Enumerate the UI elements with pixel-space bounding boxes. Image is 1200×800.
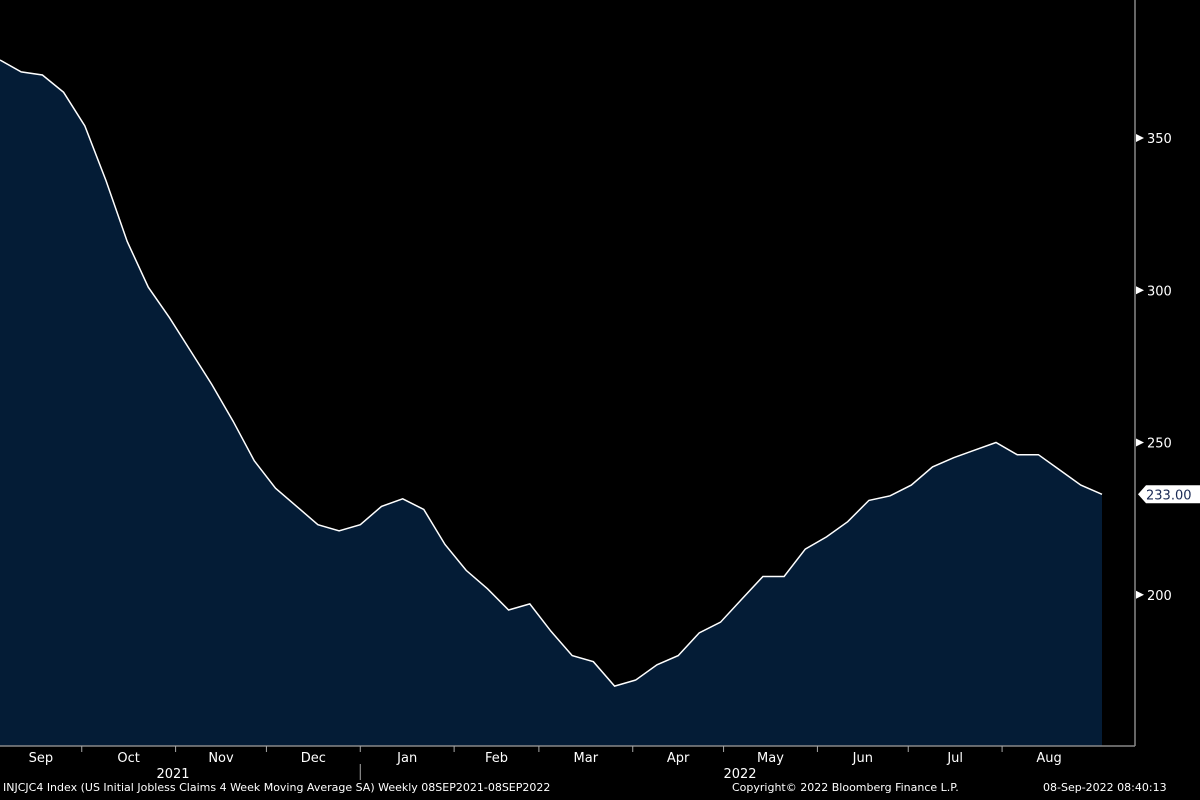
last-value-label: 233.00 (1146, 488, 1192, 503)
x-year-label: 2021 (156, 767, 189, 780)
x-month-label: Sep (29, 751, 54, 766)
x-month-label: Jun (852, 751, 873, 766)
x-month-label: Nov (208, 751, 234, 766)
footer-timestamp: 08-Sep-2022 08:40:13 (1043, 781, 1167, 794)
x-month-label: Mar (574, 751, 599, 766)
y-tick-label: 300 (1147, 284, 1172, 299)
x-month-label: Jul (946, 751, 963, 766)
y-tick-label: 350 (1147, 132, 1172, 147)
series-line (0, 59, 1103, 687)
y-tick-label: 200 (1147, 589, 1172, 604)
y-tick-label: 250 (1147, 437, 1172, 452)
x-month-label: Aug (1036, 751, 1061, 766)
x-month-label: May (757, 751, 784, 766)
footer-copyright: Copyright© 2022 Bloomberg Finance L.P. (732, 781, 959, 794)
x-month-label: Apr (667, 751, 690, 766)
x-month-label: Dec (301, 751, 326, 766)
area-fill (0, 60, 1102, 746)
chart: 200 250 300 350 Sep Oct Nov Dec Jan Feb Mar Apr May… (0, 0, 1200, 780)
footer-description: INJCJC4 Index (US Initial Jobless Claims… (3, 781, 551, 794)
x-month-label: Oct (117, 751, 139, 766)
y-tick-mark (1136, 438, 1144, 447)
x-month-label: Jan (396, 751, 417, 766)
last-value-marker: 233.00 (1138, 485, 1200, 504)
y-tick-mark (1136, 590, 1144, 599)
y-tick-mark (1136, 134, 1144, 142)
x-year-label: 2022 (723, 767, 756, 780)
y-tick-mark (1136, 286, 1144, 295)
x-month-label: Feb (485, 751, 508, 766)
